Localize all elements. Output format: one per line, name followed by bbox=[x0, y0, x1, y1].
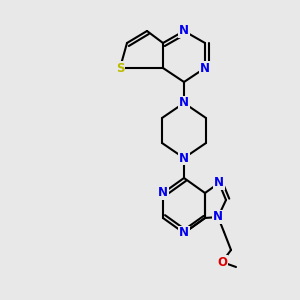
Text: N: N bbox=[179, 97, 189, 110]
Text: N: N bbox=[179, 226, 189, 239]
Text: O: O bbox=[217, 256, 227, 268]
Text: N: N bbox=[200, 61, 210, 74]
Text: N: N bbox=[214, 176, 224, 190]
Text: N: N bbox=[179, 25, 189, 38]
Text: S: S bbox=[116, 61, 124, 74]
Text: N: N bbox=[179, 152, 189, 164]
Text: N: N bbox=[213, 211, 223, 224]
Text: N: N bbox=[158, 187, 168, 200]
